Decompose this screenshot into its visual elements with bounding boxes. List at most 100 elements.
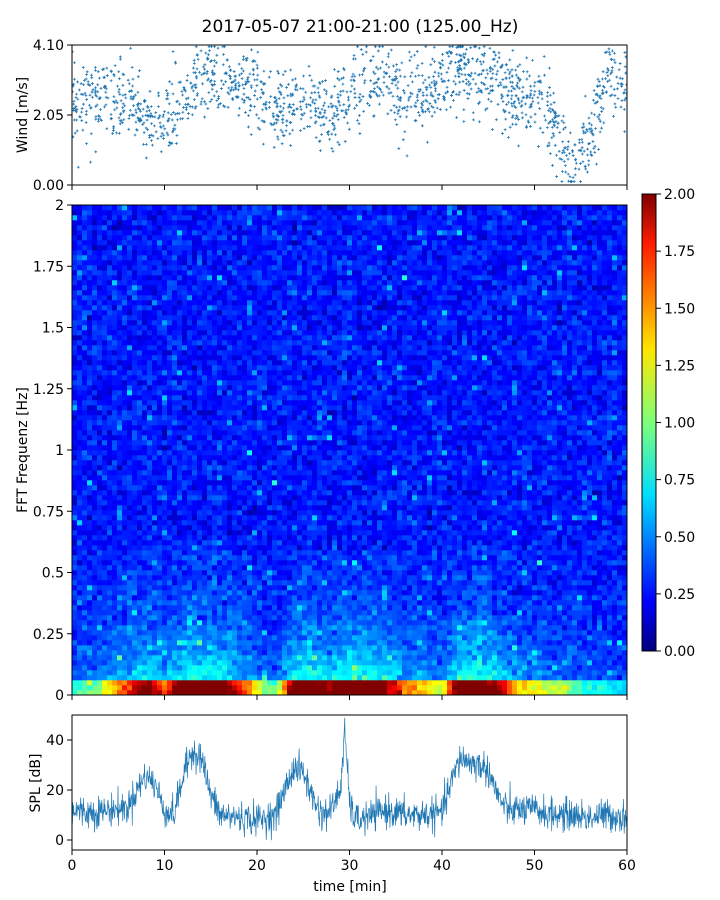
- spectrogram-cell: [192, 330, 198, 336]
- wind-point: [604, 77, 607, 81]
- spectrogram-cell: [117, 345, 123, 351]
- spectrogram-cell: [177, 640, 183, 646]
- wind-point: [373, 90, 377, 94]
- spectrogram-cell: [147, 330, 153, 336]
- wind-point: [226, 91, 230, 94]
- wind-point: [302, 127, 306, 130]
- spectrogram-cell: [157, 670, 163, 676]
- spectrogram-cell: [137, 670, 143, 676]
- spectrogram-cell: [182, 430, 188, 436]
- spectrogram-cell: [87, 470, 93, 476]
- spectrogram-cell: [92, 475, 98, 481]
- wind-point: [520, 99, 524, 103]
- wind-point: [223, 105, 227, 109]
- spectrogram-cell: [237, 565, 243, 571]
- wind-point: [313, 101, 317, 105]
- spectrogram-cell: [97, 360, 103, 366]
- spectrogram-cell: [112, 500, 118, 506]
- wind-point: [291, 92, 294, 96]
- spectrogram-cell: [237, 320, 243, 326]
- spectrogram-cell: [107, 570, 113, 576]
- spectrogram-cell: [117, 455, 123, 461]
- spectrogram-cell: [167, 325, 173, 331]
- wind-point: [397, 97, 401, 101]
- spectrogram-cell: [162, 335, 168, 341]
- wind-point: [568, 131, 572, 135]
- spectrogram-cell: [107, 275, 113, 281]
- spectrogram-cell: [202, 375, 208, 381]
- spectrogram-cell: [172, 690, 178, 695]
- spectrogram-cell: [162, 330, 168, 336]
- spectrogram-cell: [227, 460, 233, 466]
- spectrogram-cell: [112, 240, 118, 246]
- spectrogram-cell: [117, 400, 123, 406]
- spectrogram-cell: [232, 225, 238, 231]
- wind-point: [400, 61, 404, 65]
- spectrogram-cell: [237, 330, 243, 336]
- wind-point: [130, 65, 134, 69]
- spectrogram-cell: [112, 360, 118, 366]
- spectrogram-cell: [142, 575, 148, 581]
- wind-point: [89, 160, 92, 164]
- spectrogram-cell: [77, 605, 83, 611]
- spectrogram-cell: [182, 400, 188, 406]
- wind-point: [234, 85, 237, 89]
- spectrogram-cell: [162, 205, 168, 211]
- spectrogram-cell: [112, 490, 118, 496]
- spectrogram-cell: [162, 535, 168, 541]
- wind-point: [116, 84, 119, 88]
- spectrogram-cell: [82, 390, 88, 396]
- spectrogram-cell: [147, 425, 153, 431]
- spectrogram-cell: [97, 220, 103, 226]
- spectrogram-cell: [242, 660, 248, 666]
- spectrogram-cell: [102, 240, 108, 246]
- spectrogram-cell: [232, 390, 238, 396]
- wind-point: [376, 85, 379, 89]
- spectrogram-cell: [182, 410, 188, 416]
- wind-point: [454, 92, 458, 96]
- spectrogram-cell: [152, 625, 158, 631]
- wind-point: [324, 116, 328, 120]
- spectrogram-cell: [217, 385, 223, 391]
- wind-point: [460, 72, 464, 76]
- wind-point: [532, 84, 536, 88]
- spectrogram-cell: [192, 350, 198, 356]
- spectrogram-cell: [232, 285, 238, 291]
- spectrogram-cell: [112, 350, 118, 356]
- spectrogram-cell: [227, 690, 233, 695]
- spectrogram-cell: [127, 400, 133, 406]
- wind-point: [496, 69, 500, 73]
- spectrogram-cell: [182, 625, 188, 631]
- spectrogram-cell: [167, 505, 173, 511]
- spectrogram-cell: [192, 555, 198, 561]
- spectrogram-cell: [92, 385, 98, 391]
- spectrogram-cell: [182, 615, 188, 621]
- spectrogram-cell: [222, 670, 228, 676]
- wind-point: [231, 80, 235, 84]
- spectrogram-cell: [92, 455, 98, 461]
- wind-point: [421, 91, 425, 95]
- spectrogram-cell: [132, 255, 138, 261]
- wind-point: [157, 91, 160, 95]
- wind-point: [167, 102, 171, 106]
- spectrogram-cell: [177, 325, 183, 331]
- spectrogram-cell: [102, 675, 108, 681]
- spectrogram-cell: [192, 580, 198, 586]
- spectrogram-cell: [242, 515, 248, 521]
- spectrogram-cell: [122, 375, 128, 381]
- wind-point: [320, 132, 324, 136]
- wind-point: [492, 50, 496, 54]
- spectrogram-cell: [92, 575, 98, 581]
- spectrogram-cell: [147, 600, 153, 606]
- wind-point: [395, 63, 398, 67]
- spectrogram-cell: [112, 520, 118, 526]
- spectrogram-cell: [117, 550, 123, 556]
- spectrogram-cell: [227, 315, 233, 321]
- spectrogram-cell: [82, 250, 88, 256]
- spectrogram-cell: [82, 480, 88, 486]
- spectrogram-cell: [222, 265, 228, 271]
- spectrogram-cell: [152, 320, 158, 326]
- spectrogram-cell: [177, 255, 183, 261]
- spectrogram-cell: [87, 460, 93, 466]
- wind-point: [144, 142, 148, 146]
